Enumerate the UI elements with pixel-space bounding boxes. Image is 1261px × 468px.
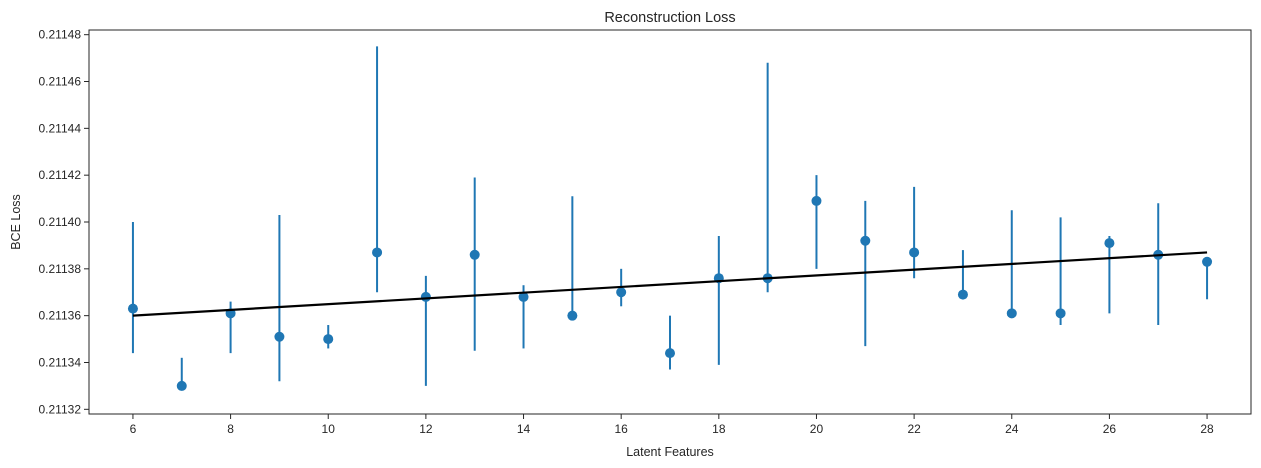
data-point [176, 380, 187, 391]
data-point [616, 287, 627, 298]
data-point [957, 289, 968, 300]
y-tick-label: 0.21136 [39, 309, 82, 323]
y-tick-label: 0.21138 [39, 262, 82, 276]
data-point [274, 331, 285, 342]
y-tick-label: 0.21132 [39, 402, 82, 416]
data-point [665, 348, 675, 359]
plot-marks [127, 46, 1213, 391]
x-tick-label: 28 [1200, 422, 1214, 436]
data-point [909, 247, 920, 258]
x-tick-label: 14 [517, 422, 531, 436]
data-point [860, 235, 871, 246]
data-point [323, 334, 334, 345]
data-point [1055, 308, 1066, 319]
x-tick-label: 20 [810, 422, 824, 436]
data-point [1104, 238, 1115, 249]
x-tick-label: 6 [130, 422, 137, 436]
data-point [1006, 308, 1017, 319]
y-axis: 0.21132 0.21134 0.21136 0.21138 0.21140 0.211… [39, 28, 89, 416]
x-axis-label: Latent Features [626, 445, 714, 459]
y-tick-label: 0.21140 [39, 215, 82, 229]
x-tick-label: 18 [712, 422, 726, 436]
data-point [127, 303, 138, 314]
data-point [469, 249, 480, 260]
x-axis: 6 8 10 12 14 16 18 20 22 24 26 28 [130, 414, 1214, 436]
x-tick-label: 8 [227, 422, 234, 436]
data-point [567, 310, 578, 321]
x-tick-label: 24 [1005, 422, 1019, 436]
data-point [372, 247, 383, 258]
x-tick-label: 26 [1103, 422, 1117, 436]
x-tick-label: 16 [614, 422, 628, 436]
x-tick-label: 10 [322, 422, 336, 436]
data-point [1202, 256, 1213, 267]
y-tick-label: 0.21134 [39, 355, 82, 369]
x-tick-label: 12 [419, 422, 433, 436]
y-tick-label: 0.21146 [39, 75, 82, 89]
y-tick-label: 0.21148 [39, 28, 82, 42]
data-point [420, 291, 431, 302]
y-tick-label: 0.21142 [39, 168, 82, 182]
y-axis-label: BCE Loss [9, 194, 23, 250]
trend-line [132, 251, 1208, 317]
chart-title: Reconstruction Loss [604, 10, 735, 26]
data-point [518, 291, 529, 302]
data-point [811, 195, 822, 206]
x-tick-label: 22 [907, 422, 921, 436]
y-tick-label: 0.21144 [39, 121, 82, 135]
